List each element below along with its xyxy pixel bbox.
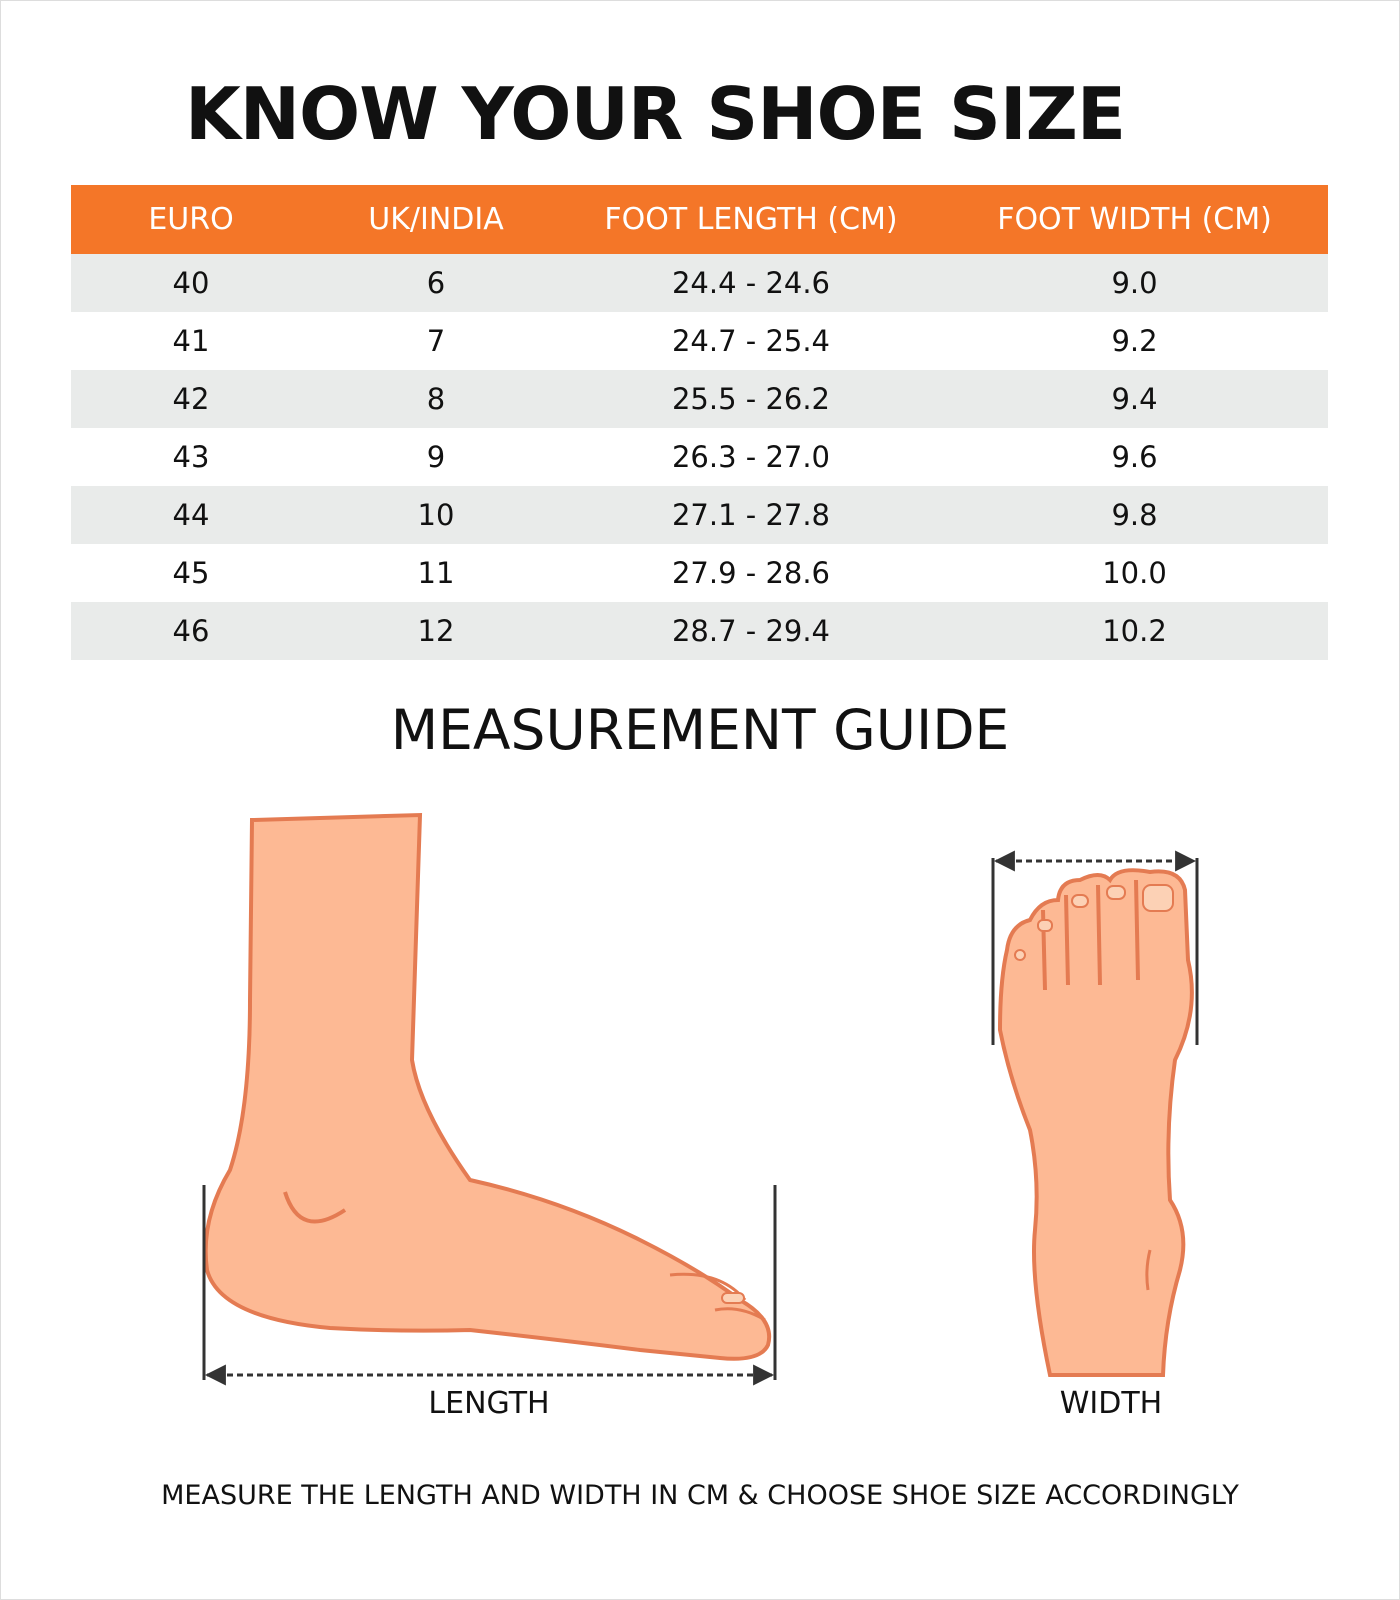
table-header: EURO UK/INDIA FOOT LENGTH (CM) FOOT WIDT… (71, 185, 1328, 254)
page-title: KNOW YOUR SHOE SIZE (184, 72, 1126, 156)
table-row: 42 8 25.5 - 26.2 9.4 (71, 370, 1328, 428)
euro-cell: 46 (71, 602, 311, 660)
uk-india-cell: 11 (417, 556, 455, 590)
side-foot-icon (202, 812, 777, 1386)
foot-length-cell: 27.9 - 28.6 (671, 556, 831, 590)
header-euro: EURO (71, 185, 311, 254)
size-table: EURO UK/INDIA FOOT LENGTH (CM) FOOT WIDT… (71, 185, 1328, 660)
euro-cell: 44 (71, 486, 311, 544)
uk-india-cell: 12 (311, 602, 561, 660)
table-row: 40 6 24.4 - 24.6 9.0 (71, 254, 1328, 312)
table-row: 46 12 28.7 - 29.4 10.2 (71, 602, 1328, 660)
footer-instruction: MEASURE THE LENGTH AND WIDTH IN CM & CHO… (161, 1480, 1239, 1511)
header-foot-width: FOOT WIDTH (CM) (941, 185, 1328, 254)
table-row: 43 9 26.3 - 27.0 9.6 (71, 428, 1328, 486)
foot-width-cell: 10.0 (1102, 556, 1167, 590)
euro-cell: 41 (172, 324, 210, 358)
width-label: WIDTH (1059, 1386, 1163, 1421)
foot-length-cell: 26.3 - 27.0 (671, 440, 831, 474)
uk-india-cell: 7 (426, 324, 446, 358)
foot-width-cell: 10.2 (941, 602, 1328, 660)
euro-cell: 42 (71, 370, 311, 428)
foot-length-cell: 28.7 - 29.4 (561, 602, 941, 660)
uk-india-cell: 10 (311, 486, 561, 544)
table-row: 45 11 27.9 - 28.6 10.0 (71, 544, 1328, 602)
foot-width-cell: 9.8 (941, 486, 1328, 544)
foot-width-cell: 9.6 (1111, 440, 1158, 474)
foot-length-cell: 25.5 - 26.2 (561, 370, 941, 428)
top-foot-icon (991, 850, 1199, 1377)
foot-length-cell: 27.1 - 27.8 (561, 486, 941, 544)
header-uk-india: UK/INDIA (311, 185, 561, 254)
foot-length-cell: 24.7 - 25.4 (671, 324, 831, 358)
euro-cell: 45 (172, 556, 210, 590)
measurement-guide-title: MEASUREMENT GUIDE (390, 698, 1010, 762)
euro-cell: 40 (71, 254, 311, 312)
table-row: 44 10 27.1 - 27.8 9.8 (71, 486, 1328, 544)
foot-width-cell: 9.4 (941, 370, 1328, 428)
foot-width-cell: 9.2 (1111, 324, 1158, 358)
uk-india-cell: 8 (311, 370, 561, 428)
uk-india-cell: 9 (426, 440, 446, 474)
foot-length-cell: 24.4 - 24.6 (561, 254, 941, 312)
header-foot-length: FOOT LENGTH (CM) (561, 185, 941, 254)
euro-cell: 43 (172, 440, 210, 474)
foot-width-cell: 9.0 (941, 254, 1328, 312)
uk-india-cell: 6 (311, 254, 561, 312)
length-label: LENGTH (428, 1386, 550, 1421)
table-row: 41 7 24.7 - 25.4 9.2 (71, 312, 1328, 370)
